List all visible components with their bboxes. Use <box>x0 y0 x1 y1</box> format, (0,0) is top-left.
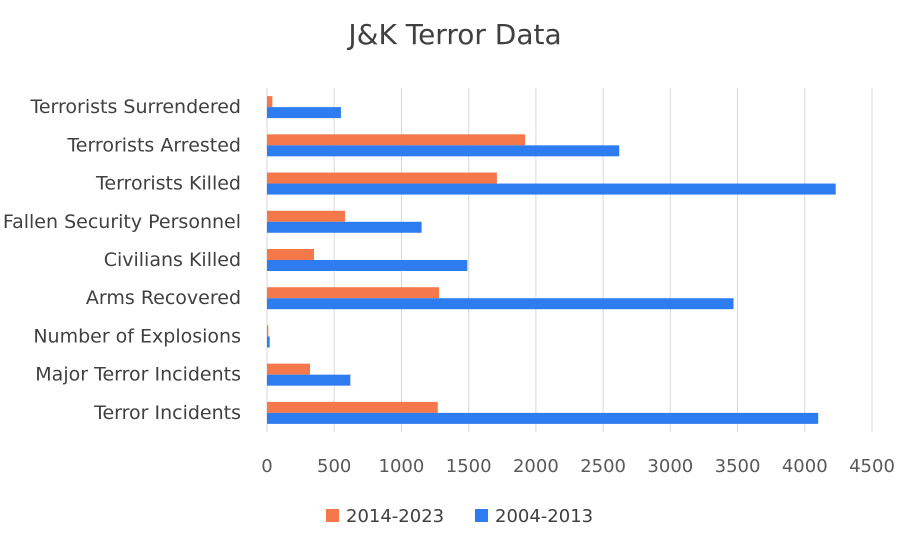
legend-label-series-1: 2014-2023 <box>346 506 444 527</box>
legend-label-series-2: 2004-2013 <box>495 506 593 527</box>
chart-title: J&K Terror Data <box>346 18 561 51</box>
category-label: Terrorists Killed <box>95 173 241 195</box>
bar-series-2 <box>267 221 422 233</box>
x-tick-label: 3500 <box>715 456 761 477</box>
category-label: Civilians Killed <box>104 249 241 271</box>
x-tick-label: 1000 <box>379 456 425 477</box>
x-tick-label: 4000 <box>782 456 828 477</box>
category-labels: Terrorists Surrendered Terrorists Arreste… <box>3 96 241 424</box>
bar-series-1 <box>267 325 269 337</box>
bar-series-2 <box>267 298 734 310</box>
bar-series-2 <box>267 412 819 424</box>
category-label: Terrorists Arrested <box>66 134 241 156</box>
category-label: Terror Incidents <box>93 402 241 424</box>
bar-series-2 <box>267 145 620 157</box>
legend-item-series-1: 2014-2023 <box>326 506 444 527</box>
x-tick-label: 4500 <box>849 456 895 477</box>
bar-series-1 <box>267 210 345 222</box>
bar-series-2 <box>267 336 270 348</box>
x-axis-tick-labels: 0 500 1000 1500 2000 2500 3000 3500 4000 4500 <box>261 456 895 477</box>
bar-series-2 <box>267 260 468 271</box>
category-label: Arms Recovered <box>86 287 241 309</box>
bar-series-1 <box>267 134 526 146</box>
bar-series-2 <box>267 374 351 386</box>
legend-swatch-series-2 <box>475 509 488 522</box>
x-tick-label: 3000 <box>647 456 693 477</box>
x-tick-label: 0 <box>261 456 272 477</box>
legend: 2014-2023 2004-2013 <box>326 506 593 527</box>
bar-series-1 <box>267 363 311 375</box>
category-label: Terrorists Surrendered <box>29 96 241 118</box>
category-label: Fallen Security Personnel <box>3 211 241 233</box>
x-tick-label: 500 <box>317 456 351 477</box>
x-tick-label: 1500 <box>446 456 492 477</box>
x-tick-label: 2000 <box>513 456 559 477</box>
legend-item-series-2: 2004-2013 <box>475 506 593 527</box>
bar-series-2 <box>267 183 836 195</box>
bar-series-1 <box>267 172 497 184</box>
bar-series-1 <box>267 287 440 299</box>
bar-series-1 <box>267 249 315 260</box>
bar-series-1 <box>267 96 273 108</box>
legend-swatch-series-1 <box>326 509 339 522</box>
category-label: Major Terror Incidents <box>35 364 241 386</box>
bar-series-1 <box>267 401 438 413</box>
bar-series-2 <box>267 107 341 119</box>
bars <box>267 96 836 424</box>
category-label: Number of Explosions <box>33 325 241 347</box>
x-tick-label: 2500 <box>580 456 626 477</box>
